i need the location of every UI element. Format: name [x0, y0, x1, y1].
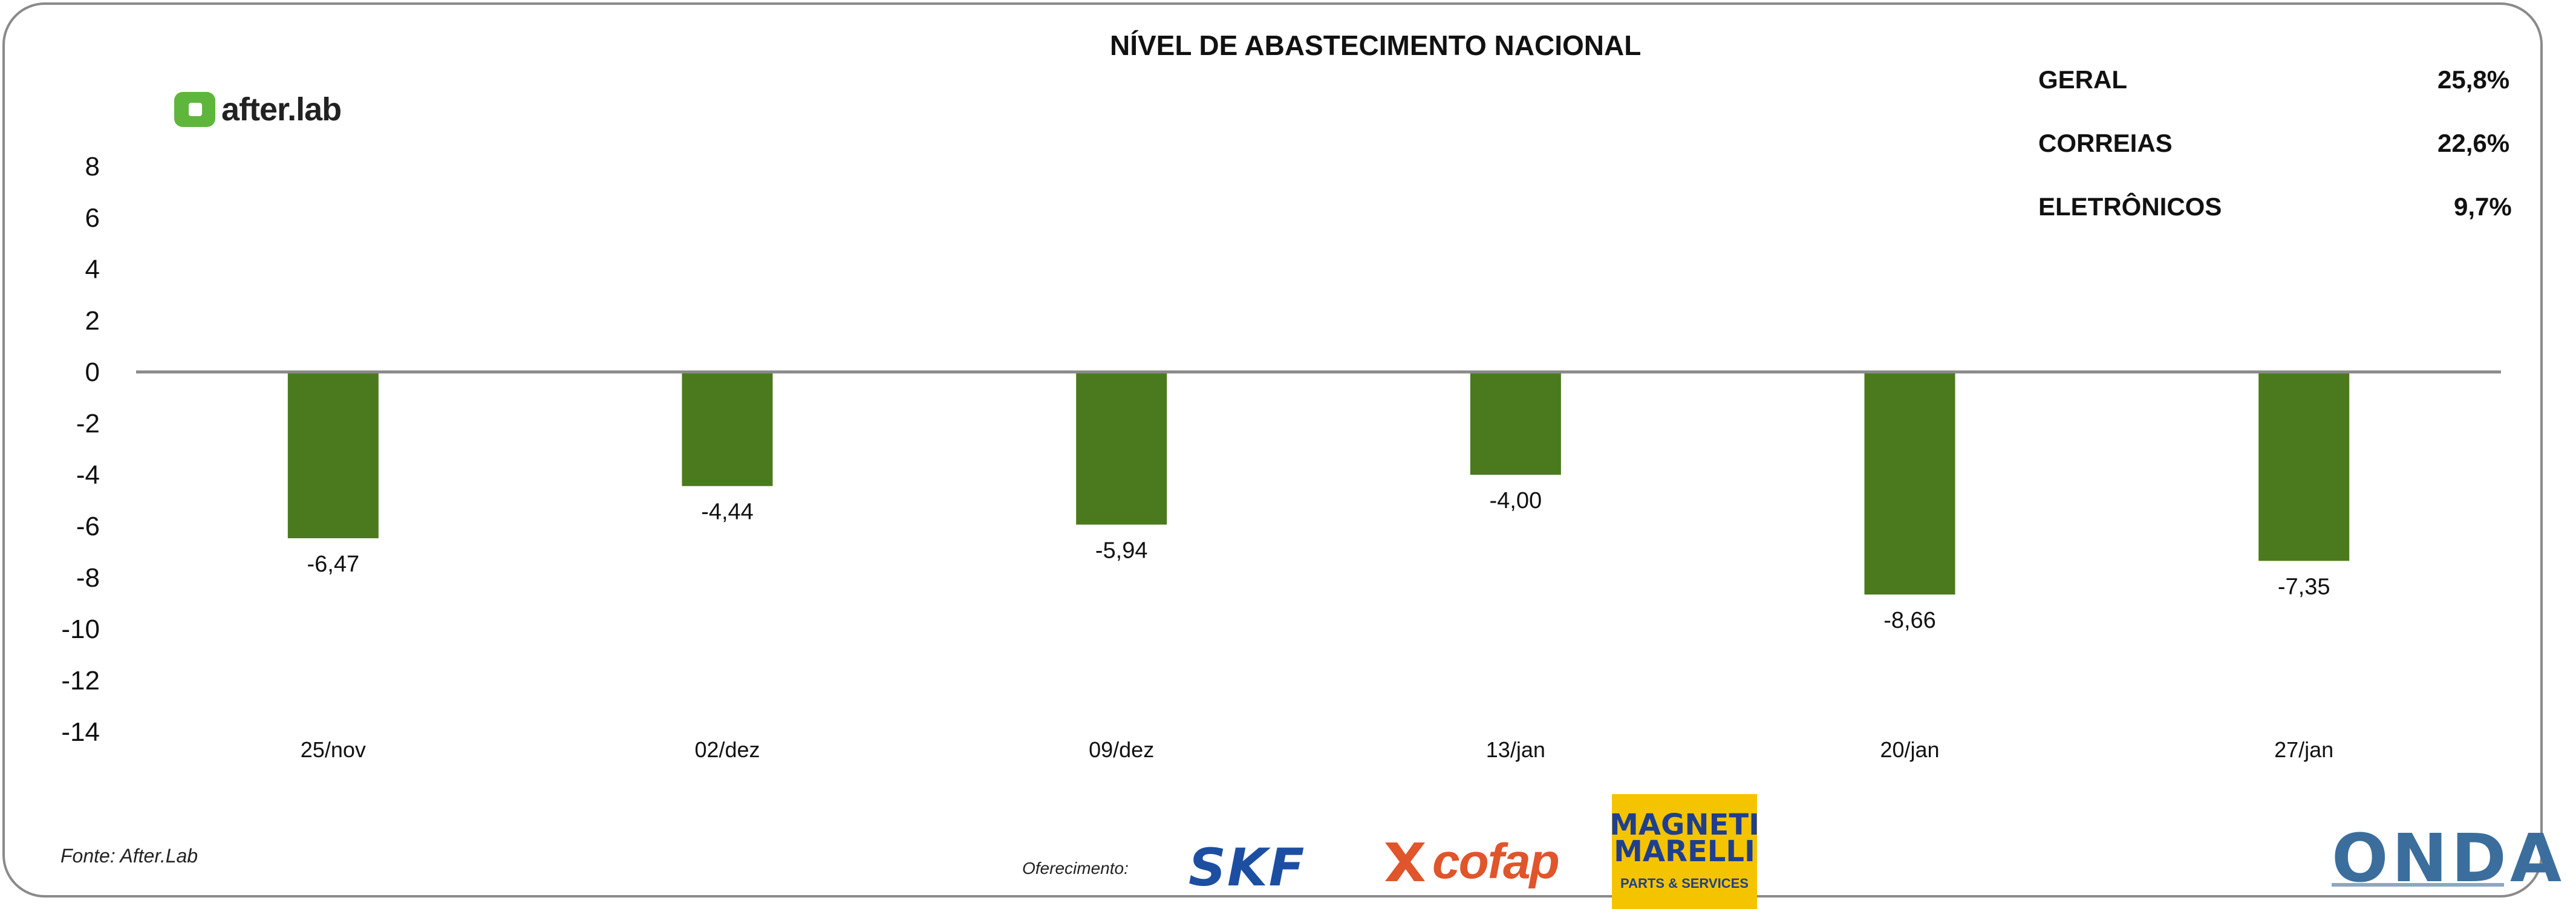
x-tick-label: 09/dez: [1089, 737, 1154, 762]
y-tick-label: -4: [76, 460, 100, 490]
y-tick-label: -6: [76, 512, 100, 541]
cofap-logo: cofap: [1379, 833, 1560, 890]
afterlab-logo-text: after.lab: [221, 91, 342, 128]
kpi-value-eletronicos: 9,7%: [2454, 192, 2512, 221]
x-tick-label: 20/jan: [1880, 737, 1939, 762]
y-tick-label: 8: [85, 152, 100, 181]
magneti-sub: PARTS & SERVICES: [1620, 876, 1749, 891]
data-label: -4,44: [701, 500, 754, 525]
data-label: -5,94: [1095, 538, 1148, 563]
y-tick-label: -10: [61, 614, 100, 644]
data-label: -7,35: [2278, 574, 2330, 599]
chart-title: NÍVEL DE ABASTECIMENTO NACIONAL: [1110, 30, 1642, 61]
bar-25-nov: [287, 372, 379, 538]
magneti-line2: MARELLI: [1614, 835, 1755, 868]
kpi-label-correias: CORREIAS: [2038, 129, 2173, 157]
y-tick-label: -8: [76, 563, 100, 593]
y-tick-label: -14: [61, 717, 100, 747]
y-tick-label: -2: [76, 409, 100, 438]
bar-27-jan: [2258, 372, 2350, 561]
bar-09-dez: [1076, 372, 1167, 525]
onda-logo-underline: [2332, 883, 2504, 887]
x-tick-label: 25/nov: [301, 737, 366, 762]
x-tick-label: 27/jan: [2274, 737, 2333, 762]
sponsor-label: Oferecimento:: [1022, 859, 1129, 878]
bar-20-jan: [1864, 372, 1955, 595]
afterlab-logo-icon: [174, 92, 215, 127]
y-tick-label: -12: [61, 666, 100, 696]
bar-02-dez: [682, 372, 773, 486]
x-tick-label: 13/jan: [1486, 737, 1545, 762]
y-tick-label: 2: [85, 306, 100, 336]
source-note: Fonte: After.Lab: [60, 845, 198, 867]
skf-logo: SKF: [1189, 838, 1306, 898]
magneti-marelli-logo: MAGNETI MARELLI PARTS & SERVICES: [1609, 794, 1759, 909]
kpi-value-geral: 25,8%: [2437, 65, 2510, 94]
data-label: -4,00: [1490, 488, 1542, 513]
data-label: -8,66: [1883, 608, 1936, 633]
cofap-x-icon: [1385, 842, 1425, 881]
magneti-line1: MAGNETI: [1609, 808, 1759, 842]
chart-frame: [2, 2, 2543, 898]
bar-13-jan: [1470, 372, 1561, 475]
kpi-label-eletronicos: ELETRÔNICOS: [2038, 192, 2222, 221]
y-tick-label: 6: [85, 203, 100, 233]
kpi-label-geral: GERAL: [2038, 65, 2127, 94]
y-tick-label: 0: [85, 357, 100, 387]
y-tick-label: 4: [85, 255, 100, 284]
x-tick-label: 02/dez: [694, 737, 760, 762]
kpi-value-correias: 22,6%: [2437, 129, 2510, 157]
cofap-logo-text: cofap: [1432, 834, 1560, 889]
afterlab-logo: after.lab: [174, 91, 342, 128]
data-label: -6,47: [307, 552, 360, 577]
